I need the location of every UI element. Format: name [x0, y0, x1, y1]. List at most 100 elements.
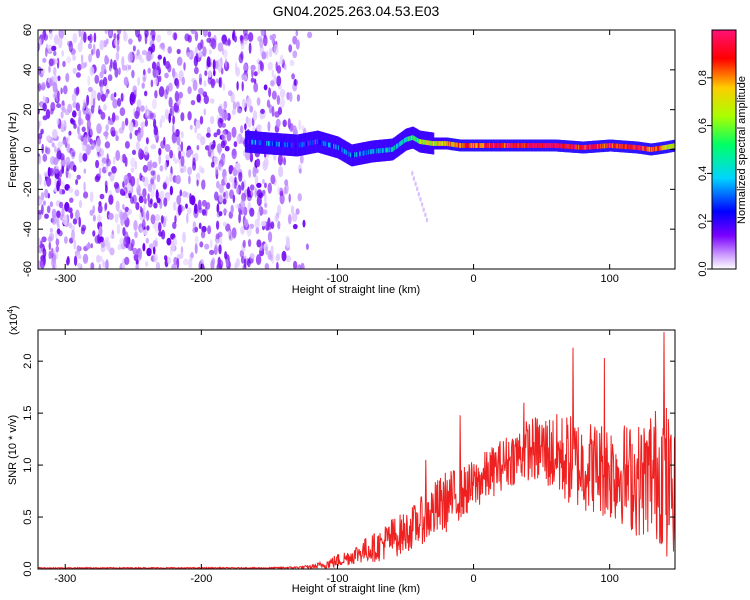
- spectrogram-noise-cell: [292, 35, 298, 45]
- spectrogram-noise-cell: [114, 92, 117, 98]
- y-tick-label: -20: [22, 181, 34, 197]
- spectrogram-noise-cell: [176, 56, 183, 66]
- spectrogram-track-core: [409, 136, 411, 141]
- spectrogram-track-core: [502, 143, 504, 148]
- spectrogram-noise-cell: [177, 145, 181, 153]
- spectrogram-noise-cell: [45, 176, 52, 187]
- spectrogram-noise-cell: [294, 78, 297, 86]
- spectrogram-noise-cell: [65, 167, 69, 179]
- spectrogram-noise-cell: [250, 253, 255, 259]
- spectrogram-track-core: [633, 144, 636, 150]
- spectrogram-noise-cell: [87, 86, 93, 93]
- spectrogram-noise-cell: [276, 253, 280, 262]
- spectrogram-track-core: [570, 144, 573, 150]
- spectrogram-noise-cell: [175, 174, 181, 185]
- spectrogram-noise-cell: [41, 204, 44, 216]
- spectrogram-noise-cell: [160, 43, 164, 48]
- spectrogram-noise-cell: [156, 69, 159, 78]
- spectrogram-noise-cell: [252, 166, 257, 178]
- spectrogram-noise-cell: [267, 182, 272, 194]
- spectrogram-noise-cell: [210, 115, 215, 125]
- spectrogram-track-core: [467, 143, 470, 148]
- spectrogram-noise-cell: [70, 117, 74, 124]
- spectrogram-track-core: [350, 152, 352, 158]
- spectrogram-noise-cell: [196, 172, 201, 179]
- spectrogram-track-core: [602, 143, 605, 149]
- spectrogram-track-core: [571, 144, 574, 150]
- spectrogram-track-core: [470, 143, 472, 148]
- spectrogram-noise-cell: [270, 221, 275, 229]
- spectrogram-noise-cell: [87, 241, 91, 250]
- spectrogram-noise-cell: [165, 85, 169, 95]
- spectrogram-track-core: [492, 143, 494, 148]
- spectrogram-noise-cell: [210, 144, 215, 150]
- spectrogram-noise-cell: [157, 54, 162, 60]
- spectrogram-noise-cell: [102, 259, 105, 266]
- spectrogram-noise-cell: [86, 94, 90, 106]
- spectrogram-noise-cell: [92, 214, 96, 222]
- spectrogram-track-core: [614, 143, 617, 149]
- spectrogram-noise-cell: [194, 226, 199, 233]
- spectrogram-noise-cell: [226, 131, 232, 142]
- spectrogram-noise-cell: [283, 63, 287, 71]
- spectrogram-track-core: [600, 143, 602, 149]
- spectrogram-noise-cell: [200, 136, 206, 146]
- spectrogram-noise-cell: [277, 220, 281, 230]
- spectrogram-track-core: [265, 140, 267, 146]
- spectrogram-noise-cell: [135, 202, 140, 211]
- spectrogram-noise-cell: [100, 148, 104, 156]
- spectrogram-track-core: [256, 140, 258, 145]
- spectrogram-noise-cell: [39, 38, 42, 48]
- spectrogram-noise-cell: [271, 90, 277, 100]
- spectrogram-noise-cell: [180, 141, 184, 152]
- spectrogram-noise-cell: [228, 229, 231, 236]
- y-tick-label: -60: [22, 261, 34, 277]
- spectrogram-noise-cell: [152, 161, 158, 169]
- spectrogram-track-core: [516, 143, 519, 148]
- spectrogram-noise-cell: [98, 105, 101, 115]
- spectrogram-noise-cell: [200, 230, 206, 239]
- spectrogram-noise-cell: [210, 78, 215, 89]
- spectrogram-noise-cell: [143, 229, 148, 236]
- spectrogram-noise-cell: [158, 222, 162, 233]
- spectrogram-noise-cell: [207, 70, 212, 78]
- spectrogram-noise-cell: [158, 147, 162, 156]
- spectrogram-noise-cell: [220, 140, 226, 149]
- spectrogram-noise-cell: [142, 188, 147, 198]
- spectrogram-track-core: [323, 141, 325, 146]
- spectrogram-track-core: [462, 143, 465, 148]
- spectrogram-track-core: [587, 144, 589, 150]
- spectrogram-track-core: [384, 147, 387, 153]
- colorbar-tick-label: 0.6: [697, 118, 709, 133]
- spectrogram-noise-cell: [72, 32, 78, 44]
- spectrogram-noise-cell: [124, 117, 129, 126]
- spectrogram-noise-cell: [45, 109, 51, 119]
- spectrogram-noise-cell: [219, 237, 223, 245]
- spectrogram-noise-cell: [117, 30, 122, 35]
- spectrogram-track-core: [427, 140, 430, 146]
- spectrogram-noise-cell: [273, 44, 279, 56]
- spectrogram-noise-cell: [83, 136, 88, 147]
- spectrogram-track-core: [286, 142, 289, 148]
- spectrogram-track-core: [553, 143, 556, 148]
- colorbar: 0.0 0.2 0.4 0.6 0.8 Normalized spectral ampl…: [697, 29, 748, 277]
- spectrogram-noise-cell: [99, 79, 105, 88]
- spectrogram-noise-cell: [57, 90, 60, 99]
- spectrogram-noise-cell: [261, 220, 266, 227]
- spectrogram-noise-cell: [73, 255, 78, 267]
- spectrogram-noise-cell: [108, 212, 114, 220]
- spectrogram-track-core: [363, 150, 365, 156]
- spectrogram-noise-cell: [238, 213, 242, 224]
- spectrogram-noise-cell: [224, 190, 229, 200]
- spectrogram-noise-cell: [45, 147, 51, 155]
- spectrogram-noise-cell: [44, 47, 48, 58]
- spectrogram-noise-cell: [234, 262, 238, 269]
- spectrogram-noise-cell: [115, 135, 119, 142]
- spectrogram-noise-cell: [189, 193, 192, 205]
- snr-multiplier-label: (x104): [6, 305, 20, 335]
- spectrogram-noise-cell: [144, 30, 149, 38]
- spectrogram-noise-cell: [208, 49, 212, 55]
- spectrogram-noise-cell: [49, 227, 53, 233]
- spectrogram-noise-cell: [40, 128, 44, 135]
